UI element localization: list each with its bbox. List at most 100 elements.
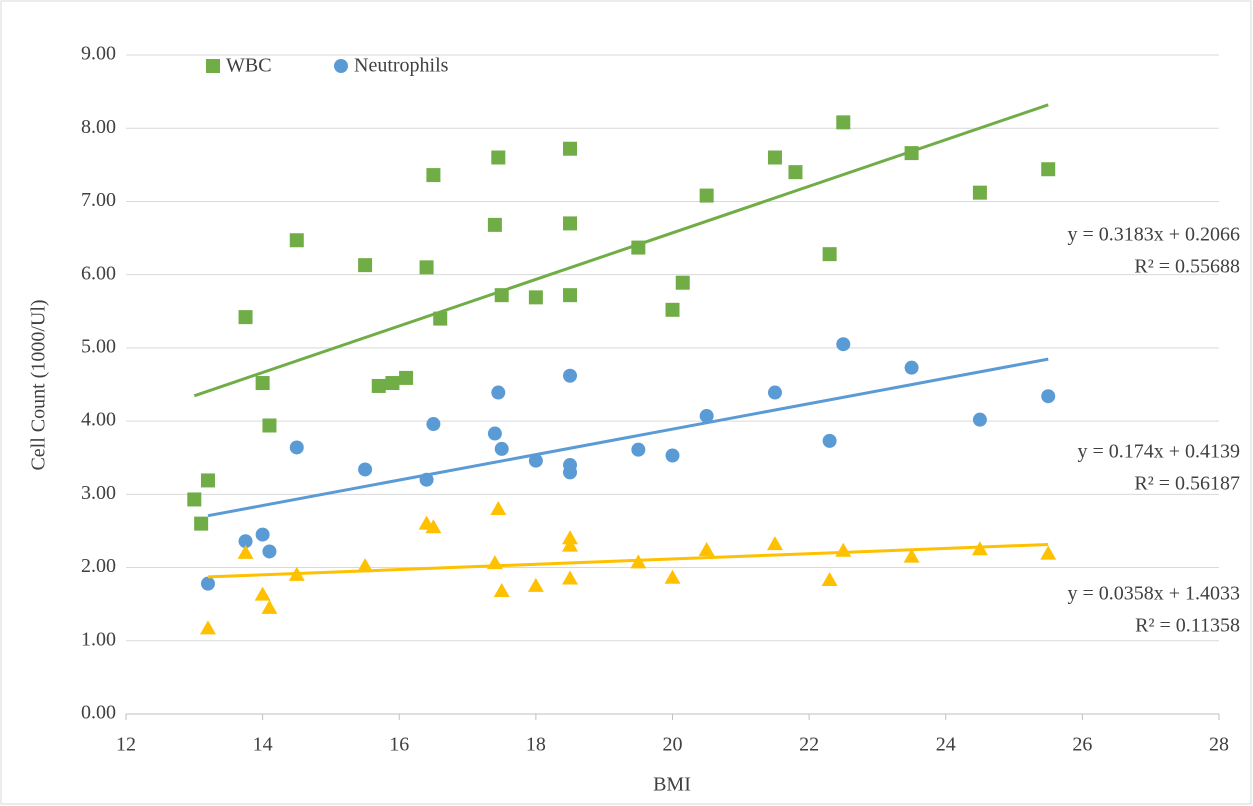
point [433,311,448,326]
point [766,536,783,551]
point [487,217,502,232]
point [904,360,919,375]
point [238,534,253,549]
point [1040,545,1057,560]
y-tick-label: 6.00 [81,262,116,284]
y-tick-label: 8.00 [81,116,116,138]
point [262,544,277,559]
y-tick-label: 4.00 [81,409,116,431]
trendline-label: y = 0.174x + 0.4139 [1077,441,1240,463]
point [835,542,852,557]
point [563,288,578,303]
point [665,302,680,317]
point [1041,162,1056,177]
point [494,441,509,456]
legend-label: Neutrophils [354,55,449,77]
point [821,572,838,587]
trendline [207,357,1049,518]
point [1041,389,1056,404]
point [563,465,578,480]
point [187,492,202,507]
point [836,115,851,130]
x-tick-label: 24 [936,734,956,756]
point [631,240,646,255]
point [904,146,919,161]
point [494,288,509,303]
point [562,537,579,552]
point [563,368,578,383]
x-tick-label: 18 [526,734,546,756]
point [563,141,578,156]
point [528,453,543,468]
point [399,370,414,385]
point [385,376,400,391]
point [486,555,503,570]
point [288,566,305,581]
point [200,473,215,488]
point [255,527,270,542]
point [491,150,506,165]
point [200,576,215,591]
x-tick-label: 26 [1072,734,1092,756]
trendline-label: R² = 0.55688 [1134,256,1240,278]
x-tick-label: 28 [1209,734,1229,756]
point [699,188,714,203]
legend-marker [334,59,348,73]
point [767,385,782,400]
point [426,168,441,183]
point [199,620,216,635]
trendline-label: y = 0.0358x + 1.4033 [1067,583,1240,605]
y-axis-title: Cell Count (1000/Ul) [28,299,50,470]
point [836,337,851,352]
point [563,216,578,231]
trendline-label: R² = 0.11358 [1135,615,1240,637]
point [487,426,502,441]
point [675,275,690,290]
point [425,519,442,534]
point [419,260,434,275]
y-tick-label: 0.00 [81,702,116,724]
point [237,544,254,559]
point [972,412,987,427]
point [491,385,506,400]
y-tick-label: 1.00 [81,628,116,650]
point [630,554,647,569]
point [822,247,837,262]
point [358,462,373,477]
point [254,586,271,601]
y-tick-label: 2.00 [81,555,116,577]
point [357,558,374,573]
trendline-label: y = 0.3183x + 0.2066 [1067,224,1240,246]
point [261,599,278,614]
x-tick-label: 20 [663,734,683,756]
point [631,442,646,457]
point [767,150,782,165]
point [527,577,544,592]
point [699,408,714,423]
point [562,570,579,585]
point [289,233,304,248]
point [822,433,837,448]
point [255,376,270,391]
trendline [207,542,1049,579]
point [419,472,434,487]
point [665,448,680,463]
point [289,440,304,455]
point [426,417,441,432]
x-axis-title: BMI [653,774,691,796]
trendline-label: R² = 0.56187 [1134,473,1240,495]
point [698,541,715,556]
point [371,378,386,393]
point [971,541,988,556]
point [262,418,277,433]
point [194,516,209,531]
point [238,310,253,325]
legend-label: WBC [226,55,272,77]
x-tick-label: 16 [389,734,409,756]
point [664,569,681,584]
x-tick-label: 22 [799,734,819,756]
y-tick-label: 5.00 [81,335,116,357]
point [490,500,507,515]
point [903,548,920,563]
